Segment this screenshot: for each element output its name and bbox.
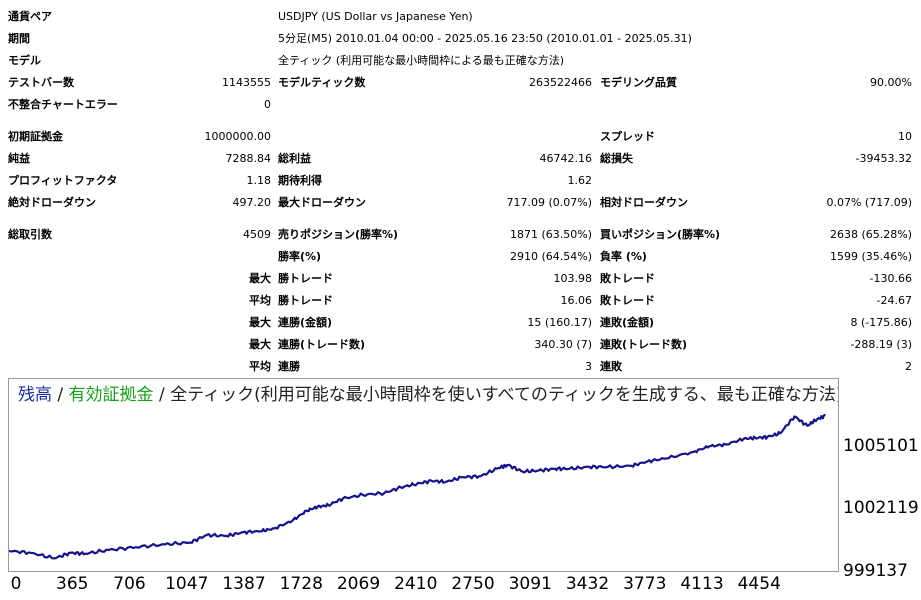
largest-loss-label: 敗トレード (600, 272, 655, 285)
largest-win-value: 103.98 (553, 272, 593, 285)
win-rate-label: 勝率(%) (278, 250, 322, 263)
net-profit-value: 7288.84 (225, 152, 272, 165)
x-tick-label: 706 (113, 574, 146, 594)
ticks-modelled-label: モデルティック数 (278, 76, 366, 89)
x-tick-label: 1387 (222, 574, 266, 594)
max-consec-losses-count-value: -288.19 (3) (850, 338, 912, 351)
bars-tested-label: テストバー数 (8, 76, 74, 89)
average-loss-label: 敗トレード (600, 294, 655, 307)
profit-factor-value: 1.18 (246, 174, 272, 187)
y-tick-label: 1002119 (843, 498, 919, 518)
loss-rate-label: 負率 (%) (600, 250, 647, 263)
backtest-report: 通貨ペア USDJPY (US Dollar vs Japanese Yen) … (8, 10, 912, 373)
long-positions-value: 2638 (65.28%) (829, 228, 912, 241)
gross-loss-value: -39453.32 (855, 152, 912, 165)
x-tick-label: 2750 (451, 574, 495, 594)
expected-payoff-label: 期待利得 (278, 174, 322, 187)
period-label: 期間 (8, 32, 30, 45)
mismatched-errors-value: 0 (264, 98, 271, 111)
initial-deposit-label: 初期証拠金 (8, 130, 63, 143)
symbol-label: 通貨ペア (8, 10, 52, 23)
avg-consec-wins-label: 連勝 (278, 360, 300, 373)
modelling-quality-value: 90.00% (870, 76, 912, 89)
y-tick-label: 1005101 (843, 436, 919, 456)
max-consec-wins-money-label: 連勝(金額) (278, 316, 333, 329)
total-trades-label: 総取引数 (8, 228, 52, 241)
max-consec-losses-money-label: 連敗(金額) (600, 316, 655, 329)
avg-consec-losses-label: 連敗 (600, 360, 622, 373)
spread-value: 10 (898, 130, 912, 143)
max-consec-losses-money-value: 8 (-175.86) (850, 316, 912, 329)
modelling-quality-label: モデリング品質 (600, 76, 677, 89)
rel-drawdown-label: 相対ドローダウン (600, 196, 688, 209)
max-consec-losses-count-label: 連敗(トレード数) (600, 338, 688, 351)
ticks-modelled-value: 263522466 (529, 76, 592, 89)
max-consec-profit-prefix: 最大 (249, 338, 271, 351)
max-consec-money-prefix: 最大 (249, 316, 271, 329)
x-tick-label: 3091 (508, 574, 552, 594)
balance-series-line (9, 413, 826, 560)
avg-consec-wins-value: 3 (585, 360, 592, 373)
gross-loss-label: 総損失 (600, 152, 633, 165)
x-tick-label: 2069 (336, 574, 381, 594)
profit-factor-label: プロフィットファクタ (8, 174, 118, 187)
balance-chart: 残高 / 有効証拠金 / 全ティック(利用可能な最小時間枠を使いすべてのティック… (8, 378, 839, 572)
x-tick-label: 0 (10, 574, 22, 594)
x-tick-label: 4113 (680, 574, 724, 594)
average-prefix: 平均 (249, 294, 271, 307)
max-consec-wins-money-value: 15 (160.17) (527, 316, 592, 329)
average-loss-value: -24.67 (876, 294, 912, 307)
chart-plot-area (9, 413, 826, 560)
period-value: 5分足(M5) 2010.01.04 00:00 - 2025.05.16 23… (278, 32, 692, 45)
average-win-value: 16.06 (560, 294, 593, 307)
x-tick-label: 365 (56, 574, 89, 594)
x-tick-label: 1047 (165, 574, 209, 594)
model-label: モデル (8, 54, 41, 67)
loss-rate-value: 1599 (35.46%) (829, 250, 912, 263)
rel-drawdown-value: 0.07% (717.09) (826, 196, 912, 209)
y-tick-label: 999137 (843, 561, 908, 581)
largest-prefix: 最大 (249, 272, 271, 285)
total-trades-value: 4509 (243, 228, 271, 241)
symbol-value: USDJPY (US Dollar vs Japanese Yen) (278, 10, 473, 23)
short-positions-label: 売りポジション(勝率%) (278, 228, 399, 241)
x-tick-label: 1728 (279, 574, 323, 594)
max-drawdown-value: 717.09 (0.07%) (506, 196, 592, 209)
spread-label: スプレッド (600, 130, 655, 143)
max-consec-wins-count-value: 340.30 (7) (534, 338, 592, 351)
win-rate-value: 2910 (64.54%) (509, 250, 592, 263)
short-positions-value: 1871 (63.50%) (509, 228, 592, 241)
largest-win-label: 勝トレード (278, 272, 333, 285)
long-positions-label: 買いポジション(勝率%) (600, 228, 721, 241)
max-consec-wins-count-label: 連勝(トレード数) (278, 338, 366, 351)
avg-consec-prefix: 平均 (249, 360, 271, 373)
chart-title: 残高 / 有効証拠金 / 全ティック(利用可能な最小時間枠を使いすべてのティック… (18, 385, 839, 405)
bars-tested-value: 1143555 (222, 76, 271, 89)
mismatched-errors-label: 不整合チャートエラー (8, 98, 118, 111)
initial-deposit-value: 1000000.00 (204, 130, 271, 143)
x-tick-label: 3773 (623, 574, 667, 594)
abs-drawdown-label: 絶対ドローダウン (8, 196, 96, 209)
chart-title-equity: 有効証拠金 (68, 385, 154, 405)
expected-payoff-value: 1.62 (567, 174, 593, 187)
average-win-label: 勝トレード (278, 294, 333, 307)
max-drawdown-label: 最大ドローダウン (278, 196, 366, 209)
x-tick-label: 3432 (565, 574, 610, 594)
avg-consec-losses-value: 2 (905, 360, 912, 373)
model-value: 全ティック (利用可能な最小時間枠による最も正確な方法) (278, 54, 565, 67)
x-tick-label: 2410 (394, 574, 438, 594)
x-tick-label: 4454 (737, 574, 781, 594)
gross-profit-label: 総利益 (278, 152, 311, 165)
chart-title-balance: 残高 (18, 385, 52, 405)
net-profit-label: 純益 (8, 152, 30, 165)
largest-loss-value: -130.66 (869, 272, 912, 285)
chart-title-separator: / (52, 385, 69, 405)
gross-profit-value: 46742.16 (539, 152, 593, 165)
chart-title-separator: / (153, 385, 171, 405)
abs-drawdown-value: 497.20 (232, 196, 272, 209)
chart-title-model: 全ティック(利用可能な最小時間枠を使いすべてのティックを生成する、最も正確な方法… (170, 385, 839, 405)
